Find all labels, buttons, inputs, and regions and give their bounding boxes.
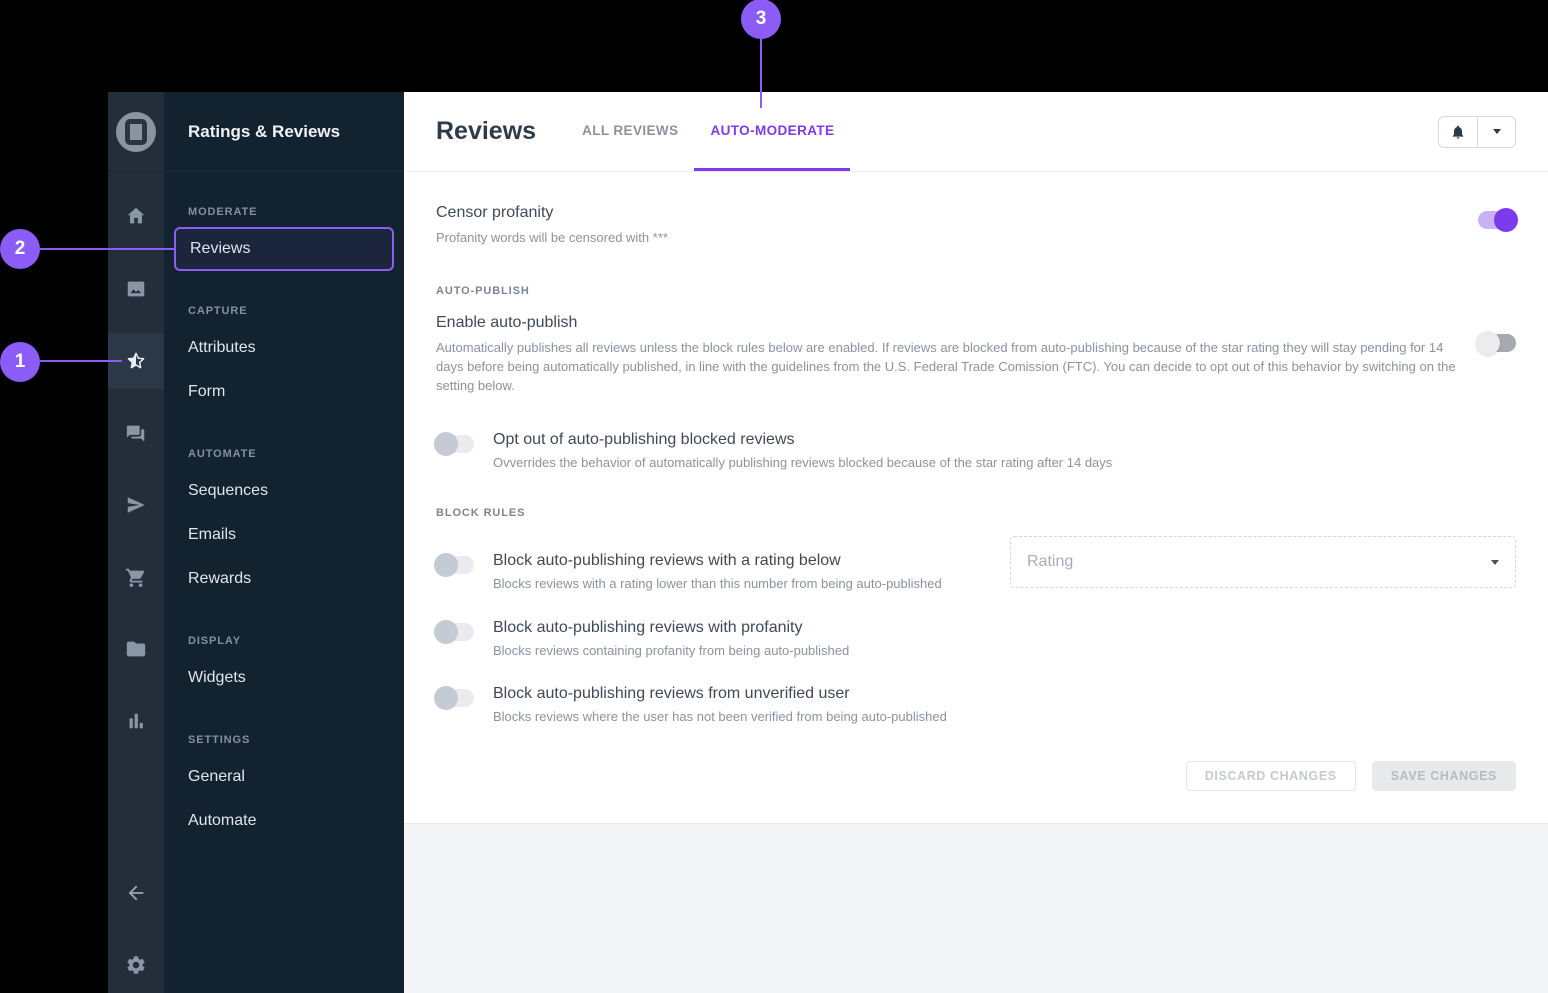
- app-logo[interactable]: [108, 92, 164, 172]
- block-rating-toggle[interactable]: [434, 553, 474, 578]
- save-changes-button[interactable]: SAVE CHANGES: [1371, 760, 1516, 791]
- tab-auto-moderate[interactable]: AUTO-MODERATE: [694, 92, 851, 171]
- annotation-line-2: [40, 248, 174, 250]
- app-window: Ratings & Reviews MODERATE Reviews CAPTU…: [108, 92, 1548, 993]
- notifications-button[interactable]: [1439, 117, 1477, 147]
- sidebar-item-automate[interactable]: Automate: [188, 812, 257, 829]
- nav-section-moderate: MODERATE Reviews: [164, 202, 404, 271]
- arrow-left-icon: [128, 885, 144, 901]
- rail-item-orders[interactable]: [108, 549, 164, 605]
- sidebar-item-attributes[interactable]: Attributes: [188, 339, 256, 356]
- folder-icon: [126, 641, 146, 657]
- block-rules-section-label: BLOCK RULES: [436, 507, 526, 520]
- home-icon: [127, 207, 145, 224]
- censor-profanity-desc: Profanity words will be censored with **…: [436, 230, 668, 245]
- opt-out-row: Opt out of auto-publishing blocked revie…: [434, 431, 1516, 473]
- rail-item-media[interactable]: [108, 261, 164, 317]
- chevron-down-icon: [1492, 129, 1501, 134]
- star-half-icon: [127, 352, 145, 369]
- enable-auto-publish-toggle[interactable]: [1476, 330, 1516, 355]
- sidebar-item-general[interactable]: General: [188, 768, 245, 785]
- nav-section-capture: CAPTURE Attributes Form: [164, 301, 404, 414]
- auto-moderate-panel: Censor profanity Profanity words will be…: [404, 172, 1548, 824]
- cart-icon: [125, 568, 145, 588]
- icon-rail: [108, 92, 164, 993]
- block-rule-unverified-row: Block auto-publishing reviews from unver…: [434, 684, 1516, 727]
- block-profanity-toggle[interactable]: [434, 620, 474, 645]
- sidebar: Ratings & Reviews MODERATE Reviews CAPTU…: [164, 92, 404, 993]
- opt-out-title: Opt out of auto-publishing blocked revie…: [493, 431, 795, 449]
- block-rule-profanity-row: Block auto-publishing reviews with profa…: [434, 619, 1516, 661]
- main-area: Reviews ALL REVIEWS AUTO-MODERATE Censor…: [404, 92, 1548, 993]
- app-title: Ratings & Reviews: [164, 92, 404, 172]
- rail-item-send[interactable]: [108, 477, 164, 533]
- opt-out-toggle[interactable]: [434, 432, 474, 457]
- block-profanity-title: Block auto-publishing reviews with profa…: [493, 619, 803, 637]
- opt-out-desc: Ovverrides the behavior of automatically…: [493, 455, 1113, 471]
- section-label-moderate: MODERATE: [188, 206, 258, 218]
- rail-item-settings[interactable]: [108, 937, 164, 993]
- annotation-line-3: [760, 38, 762, 108]
- tabs: ALL REVIEWS AUTO-MODERATE: [566, 92, 851, 171]
- send-icon: [127, 497, 145, 513]
- block-unverified-desc: Blocks reviews where the user has not be…: [493, 708, 947, 724]
- block-profanity-desc: Blocks reviews containing profanity from…: [493, 643, 850, 659]
- section-label-capture: CAPTURE: [188, 305, 248, 317]
- tab-all-reviews[interactable]: ALL REVIEWS: [582, 122, 679, 138]
- block-rule-rating-row: Block auto-publishing reviews with a rat…: [434, 536, 1516, 594]
- section-label-settings: SETTINGS: [188, 734, 251, 746]
- page-title: Reviews: [436, 117, 537, 145]
- chat-icon: [126, 425, 145, 442]
- nav-section-settings: SETTINGS General Automate: [164, 730, 404, 843]
- header-dropdown-button[interactable]: [1477, 116, 1515, 147]
- sidebar-item-emails[interactable]: Emails: [188, 526, 237, 543]
- rating-select[interactable]: Rating: [1010, 536, 1516, 589]
- rail-item-analytics[interactable]: [108, 693, 164, 749]
- nav-section-automate: AUTOMATE Sequences Emails Rewards: [164, 444, 404, 601]
- annotation-badge-3: 3: [741, 0, 781, 39]
- bell-icon: [1452, 125, 1464, 139]
- header-actions: [1438, 115, 1516, 148]
- rail-item-collapse[interactable]: [108, 865, 164, 921]
- discard-changes-button[interactable]: DISCARD CHANGES: [1185, 760, 1356, 791]
- enable-auto-publish-title: Enable auto-publish: [436, 313, 578, 331]
- sidebar-item-reviews[interactable]: Reviews: [174, 227, 394, 271]
- image-icon: [127, 281, 145, 297]
- gear-icon: [127, 956, 145, 974]
- main-header: Reviews ALL REVIEWS AUTO-MODERATE: [404, 92, 1548, 172]
- enable-auto-publish-row: Enable auto-publish Automatically publis…: [436, 314, 1516, 396]
- block-unverified-toggle[interactable]: [434, 685, 474, 710]
- form-actions: DISCARD CHANGES SAVE CHANGES: [436, 760, 1516, 791]
- section-label-automate: AUTOMATE: [188, 448, 257, 460]
- block-rating-desc: Blocks reviews with a rating lower than …: [493, 576, 942, 592]
- annotation-badge-2: 2: [0, 229, 40, 269]
- select-caret-icon: [1491, 559, 1499, 565]
- enable-auto-publish-desc: Automatically publishes all reviews unle…: [436, 339, 1456, 393]
- censor-profanity-toggle[interactable]: [1478, 208, 1518, 232]
- sidebar-item-form[interactable]: Form: [188, 383, 226, 400]
- annotation-line-1: [40, 360, 122, 362]
- bar-chart-icon: [129, 713, 143, 729]
- sidebar-item-sequences[interactable]: Sequences: [188, 482, 269, 499]
- censor-profanity-title: Censor profanity: [436, 204, 554, 221]
- sidebar-item-widgets[interactable]: Widgets: [188, 669, 246, 686]
- nav-section-display: DISPLAY Widgets: [164, 631, 404, 700]
- censor-profanity-row: Censor profanity Profanity words will be…: [436, 204, 1518, 248]
- sidebar-item-rewards[interactable]: Rewards: [188, 570, 252, 587]
- block-rating-title: Block auto-publishing reviews with a rat…: [493, 552, 841, 570]
- logo-icon: [116, 111, 156, 152]
- section-label-display: DISPLAY: [188, 635, 241, 647]
- rail-item-files[interactable]: [108, 621, 164, 677]
- block-unverified-title: Block auto-publishing reviews from unver…: [493, 684, 850, 702]
- annotation-badge-1: 1: [0, 342, 40, 382]
- rating-select-placeholder: Rating: [1027, 553, 1074, 571]
- rail-item-conversations[interactable]: [108, 405, 164, 461]
- auto-publish-section-label: AUTO-PUBLISH: [436, 284, 530, 297]
- rail-item-home[interactable]: [108, 188, 164, 244]
